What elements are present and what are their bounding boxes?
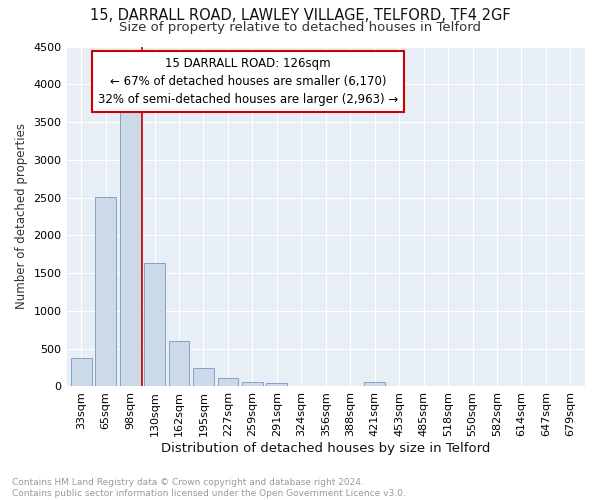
Bar [364,382,385,386]
Bar [169,341,190,386]
Bar [120,104,140,386]
Y-axis label: Number of detached properties: Number of detached properties [15,124,28,310]
Text: 15, DARRALL ROAD, LAWLEY VILLAGE, TELFORD, TF4 2GF: 15, DARRALL ROAD, LAWLEY VILLAGE, TELFOR… [89,8,511,22]
Text: 15 DARRALL ROAD: 126sqm
← 67% of detached houses are smaller (6,170)
32% of semi: 15 DARRALL ROAD: 126sqm ← 67% of detache… [98,56,398,106]
Bar [193,368,214,386]
Bar [218,378,238,386]
Bar [266,383,287,386]
Bar [242,382,263,386]
Bar [144,262,165,386]
Bar [95,197,116,386]
Bar [71,358,92,386]
Text: Size of property relative to detached houses in Telford: Size of property relative to detached ho… [119,21,481,34]
Text: Contains HM Land Registry data © Crown copyright and database right 2024.
Contai: Contains HM Land Registry data © Crown c… [12,478,406,498]
X-axis label: Distribution of detached houses by size in Telford: Distribution of detached houses by size … [161,442,490,455]
